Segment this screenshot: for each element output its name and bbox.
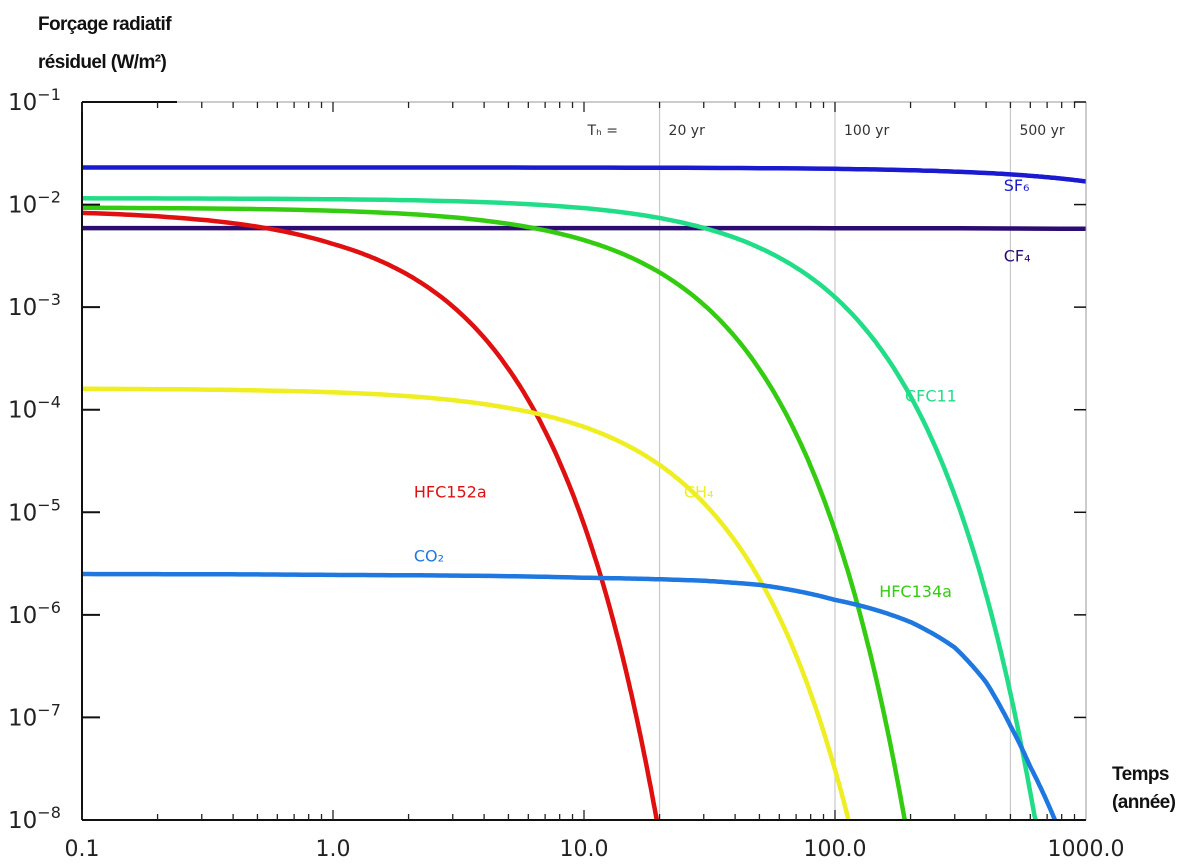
y-tick-label: 10−3	[8, 290, 61, 321]
series-label: CH₄	[684, 482, 714, 501]
series-line-sf₆	[82, 165, 1087, 184]
y-axis-title-line2: résiduel (W/m²)	[38, 52, 167, 73]
series-label: CO₂	[414, 547, 444, 566]
x-tick-label: 100.0	[804, 837, 867, 862]
series-line-co₂	[82, 571, 1057, 821]
series-label: CF₄	[1004, 246, 1031, 265]
x-tick-label: 1000.0	[1048, 837, 1125, 862]
y-tick-label: 10−8	[8, 803, 61, 834]
x-tick-label: 10.0	[560, 837, 609, 862]
time-horizon-label: 100 yr	[844, 123, 889, 139]
y-tick-label: 10−6	[8, 598, 61, 629]
series-line-cf₄	[82, 225, 1087, 232]
x-axis-title-line1: Temps	[1112, 764, 1169, 785]
x-tick-label: 0.1	[65, 837, 100, 862]
time-horizon-lines: Tₕ = 20 yr 100 yr 500 yr	[587, 102, 1065, 820]
series-label: SF₆	[1004, 176, 1030, 195]
series-label: HFC134a	[879, 582, 952, 601]
x-tick-label: 1.0	[316, 837, 351, 862]
series-line-hfc152a	[81, 210, 660, 821]
series-label: HFC152a	[414, 482, 487, 501]
y-tick-label: 10−1	[8, 85, 61, 116]
series-line-hfc134a	[82, 205, 908, 821]
y-tick-label: 10−2	[8, 188, 61, 219]
axes: 0.1 1.0 10.0 100.0 1000.0 10−1 10−2 10−3 10−4 10−…	[8, 85, 1124, 862]
series-label: CFC11	[905, 387, 957, 406]
time-horizon-prefix: Tₕ =	[587, 123, 618, 139]
time-horizon-label: 500 yr	[1019, 123, 1064, 139]
y-tick-label: 10−4	[8, 393, 61, 424]
y-tick-label: 10−7	[8, 700, 61, 731]
series-labels: SF₆ CF₄ CFC11 HFC134a HFC152a CH₄ CO₂	[414, 176, 1031, 601]
series-curves	[81, 165, 1087, 821]
x-axis-title-line2: (année)	[1112, 792, 1176, 813]
y-axis-title-line1: Forçage radiatif	[38, 14, 172, 35]
series-line-cfc11	[81, 196, 1038, 821]
y-tick-label: 10−5	[8, 495, 61, 526]
time-horizon-label: 20 yr	[669, 123, 706, 139]
series-line-ch₄	[82, 386, 851, 821]
